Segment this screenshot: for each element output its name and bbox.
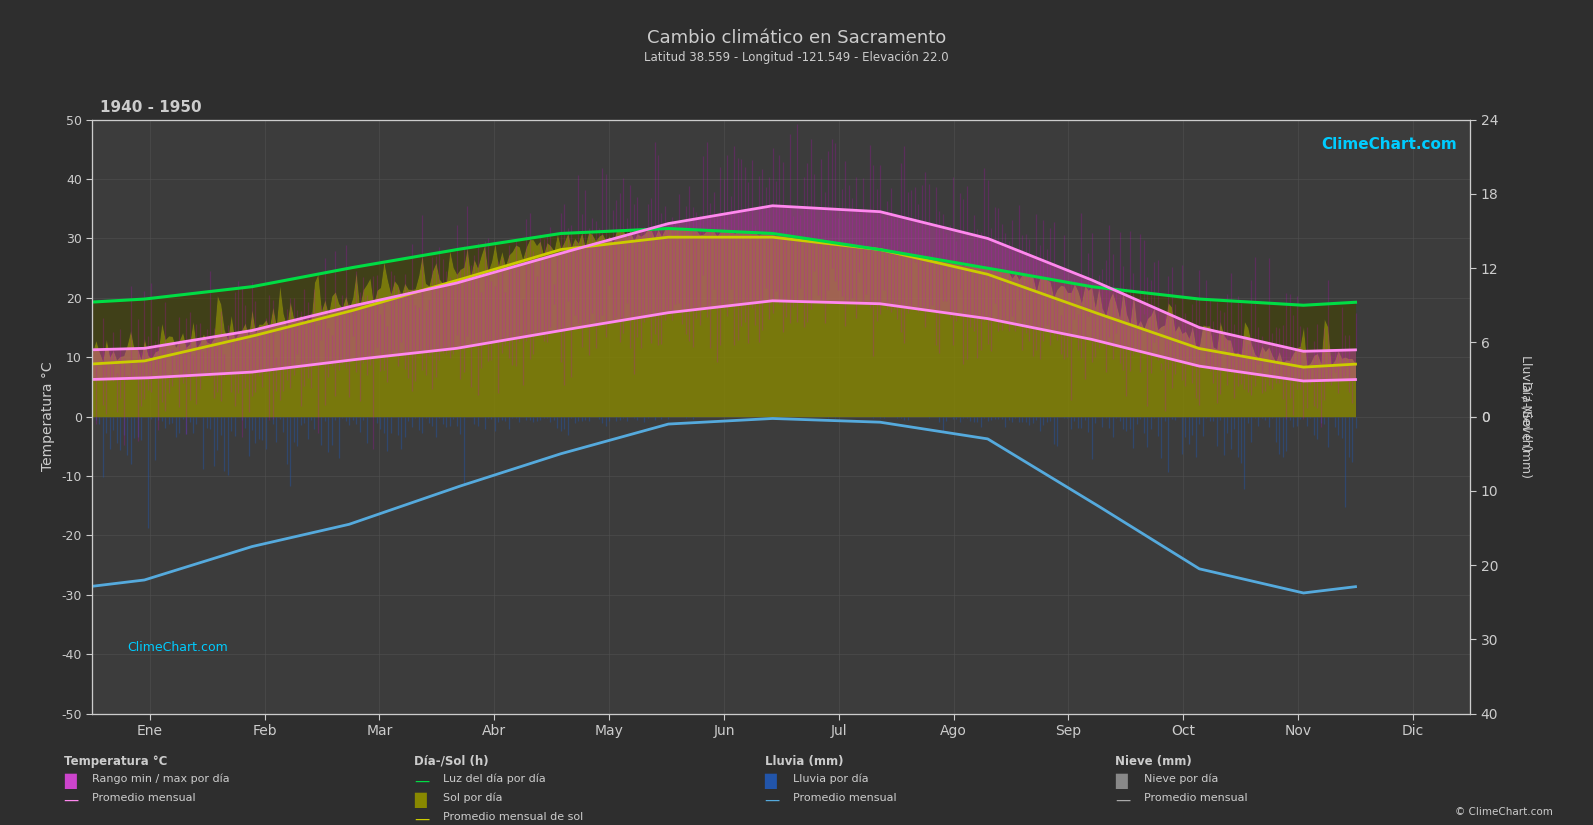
Text: Lluvia (mm): Lluvia (mm) (765, 755, 843, 768)
Text: Promedio mensual: Promedio mensual (1144, 793, 1247, 803)
Text: 1940 - 1950: 1940 - 1950 (100, 101, 202, 116)
Text: ClimeChart.com: ClimeChart.com (127, 641, 228, 654)
Text: —: — (64, 793, 80, 808)
Text: —: — (414, 812, 430, 825)
Text: —: — (765, 793, 781, 808)
Text: Día-/Sol (h): Día-/Sol (h) (414, 755, 489, 768)
Text: Nieve por día: Nieve por día (1144, 774, 1219, 785)
Text: Lluvia por día: Lluvia por día (793, 774, 868, 785)
Text: █: █ (64, 774, 75, 790)
Text: Cambio climático en Sacramento: Cambio climático en Sacramento (647, 29, 946, 47)
Y-axis label: Lluvia / Nieve (mm): Lluvia / Nieve (mm) (1520, 355, 1532, 478)
Text: © ClimeChart.com: © ClimeChart.com (1456, 807, 1553, 817)
Y-axis label: Temperatura °C: Temperatura °C (40, 362, 54, 471)
Text: Promedio mensual: Promedio mensual (92, 793, 196, 803)
Text: Latitud 38.559 - Longitud -121.549 - Elevación 22.0: Latitud 38.559 - Longitud -121.549 - Ele… (644, 51, 949, 64)
Text: —: — (1115, 793, 1131, 808)
Text: █: █ (414, 793, 425, 808)
Text: Promedio mensual de sol: Promedio mensual de sol (443, 812, 583, 822)
Text: Rango min / max por día: Rango min / max por día (92, 774, 229, 785)
Text: Luz del día por día: Luz del día por día (443, 774, 546, 785)
Text: █: █ (765, 774, 776, 790)
Text: Promedio mensual: Promedio mensual (793, 793, 897, 803)
Text: ClimeChart.com: ClimeChart.com (1321, 138, 1456, 153)
Text: █: █ (1115, 774, 1126, 790)
Y-axis label: Día-/Sol (h): Día-/Sol (h) (1520, 381, 1532, 452)
Text: —: — (414, 774, 430, 789)
Text: Temperatura °C: Temperatura °C (64, 755, 167, 768)
Text: Sol por día: Sol por día (443, 793, 502, 804)
Text: Nieve (mm): Nieve (mm) (1115, 755, 1192, 768)
